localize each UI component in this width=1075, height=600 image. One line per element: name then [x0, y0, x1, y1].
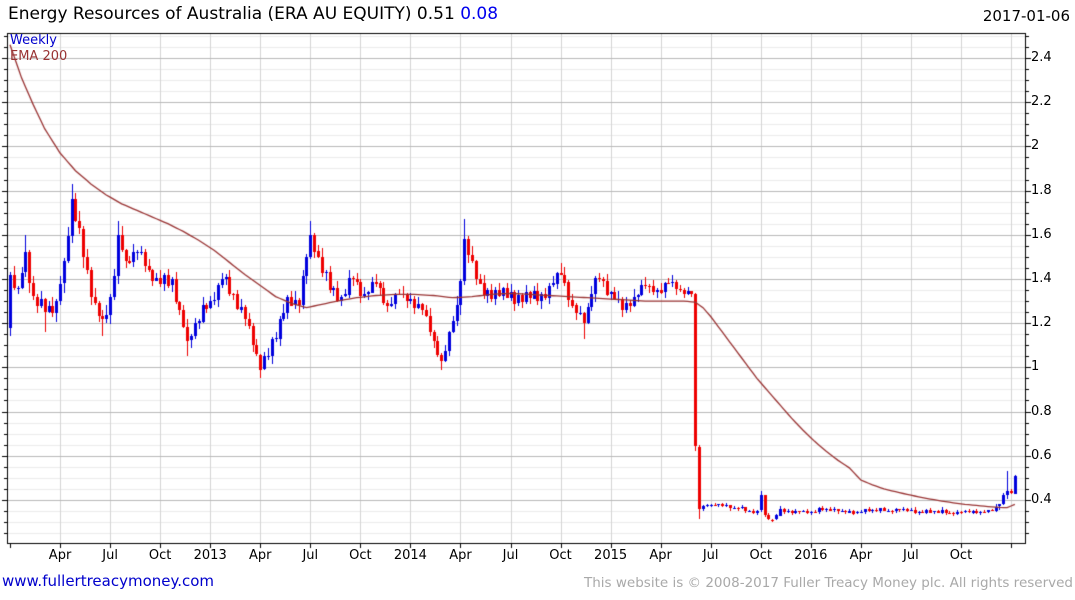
x-axis-label: Jul: [702, 548, 719, 563]
y-axis-label: 1: [1031, 359, 1040, 375]
y-axis-label: 0.8: [1031, 403, 1052, 419]
x-axis-label: 2014: [393, 548, 427, 563]
chart-title: Energy Resources of Australia (ERA AU EQ…: [8, 4, 498, 24]
x-axis-label: Jul: [302, 548, 319, 563]
x-axis-label: Apr: [649, 548, 672, 563]
price-change: 0.08: [460, 4, 499, 24]
x-axis-label: Oct: [549, 548, 572, 563]
y-axis-label: 1.8: [1031, 182, 1052, 198]
x-axis-label: Jul: [903, 548, 919, 563]
x-axis-label: Oct: [749, 548, 772, 563]
x-axis-label: Oct: [349, 548, 372, 563]
site-link[interactable]: www.fullertreacymoney.com: [2, 572, 215, 590]
copyright-text: This website is © 2008-2017 Fuller Treac…: [584, 575, 1073, 591]
x-axis-label: Apr: [449, 548, 472, 563]
x-axis-label: 2015: [594, 548, 628, 563]
x-axis-label: 2016: [794, 548, 828, 563]
y-axis-label: 2.4: [1031, 49, 1052, 65]
y-axis-label: 1.6: [1031, 226, 1052, 242]
y-axis-label: 1.4: [1031, 270, 1052, 286]
chart-title-main: Energy Resources of Australia (ERA AU EQ…: [8, 4, 455, 24]
x-axis-label: Apr: [249, 548, 272, 563]
x-axis-label: Oct: [148, 548, 172, 563]
x-axis-label: Jul: [102, 548, 118, 563]
y-axis-label: 0.4: [1031, 491, 1052, 507]
y-axis-label: 2.2: [1031, 94, 1052, 110]
legend-timeframe: Weekly: [10, 33, 57, 48]
x-axis-label: 2013: [193, 548, 227, 563]
y-axis-label: 2: [1031, 138, 1040, 154]
x-axis-label: Jul: [502, 548, 519, 563]
x-axis-label: Apr: [849, 548, 873, 563]
x-axis-label: Oct: [949, 548, 973, 563]
y-axis-label: 0.6: [1031, 447, 1052, 463]
chart-date: 2017-01-06: [982, 7, 1070, 25]
y-axis-label: 1.2: [1031, 315, 1052, 331]
legend-ema200: EMA 200: [10, 49, 68, 64]
x-axis-label: Apr: [48, 548, 72, 563]
